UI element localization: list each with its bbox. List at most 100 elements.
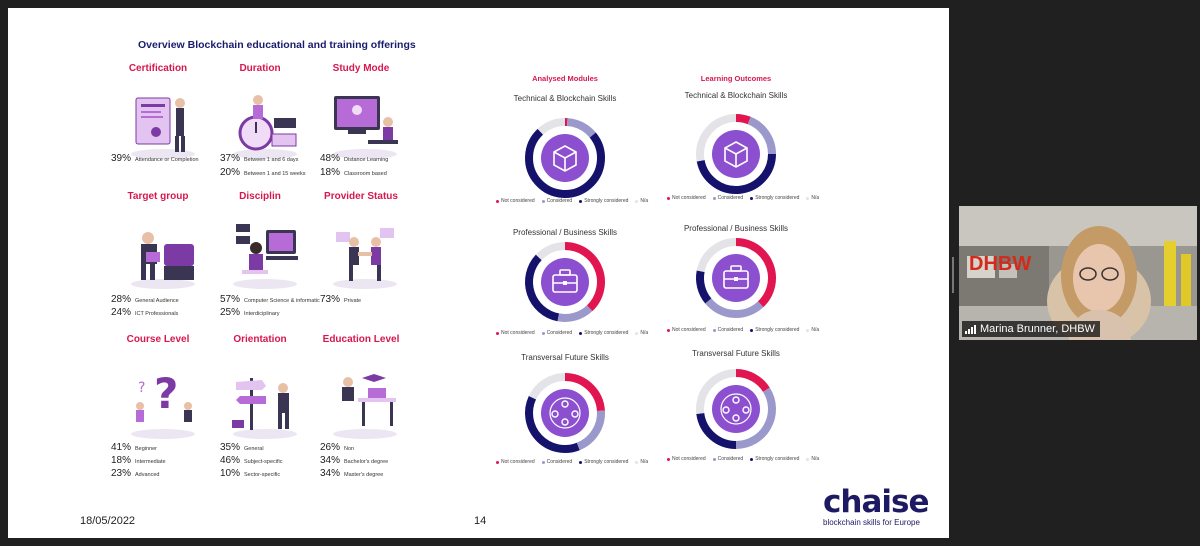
legend-label: N/a	[811, 456, 820, 462]
chaise-logo: chaise blockchain skills for Europe	[823, 486, 948, 527]
legend-item-strongly-considered: Strongly considered	[750, 327, 799, 333]
donut-center	[541, 389, 589, 437]
category-stat-study-mode: 48% Distance Learning	[320, 153, 388, 164]
legend-swatch	[806, 328, 810, 332]
category-title-provider-status: Provider Status	[324, 191, 398, 202]
stat-label: Computer Science & informatic	[244, 298, 320, 304]
donut-segment-strongly-considered	[525, 254, 560, 322]
legend-swatch	[750, 196, 754, 200]
donut-chart-technical-blockchain-skills-modules	[525, 117, 605, 198]
donut-segment-considered	[576, 410, 605, 451]
stat-label: ICT Professionals	[135, 311, 179, 317]
legend-swatch	[667, 196, 670, 200]
legend-item-n-a: N/a	[806, 327, 819, 333]
participant-video-tile[interactable]: DHBW Marina Brunner, DHBW	[959, 206, 1197, 340]
legend-swatch	[579, 460, 583, 464]
legend-swatch	[806, 196, 810, 200]
legend-label: Strongly considered	[584, 198, 629, 204]
legend-label: Considered	[717, 456, 744, 462]
slide-title: Overview Blockchain educational and trai…	[138, 39, 416, 51]
stat-label: Between 1 and 6 days	[244, 157, 299, 163]
category-stat-education-level: 26% Non	[320, 442, 354, 453]
donut-segment-not-considered	[564, 242, 605, 312]
stat-label: General Audience	[135, 298, 179, 304]
legend-swatch	[806, 457, 810, 461]
stat-label: General	[244, 446, 264, 452]
donut-chart-transversal-future-skills-modules	[525, 373, 605, 453]
legend-label: Strongly considered	[584, 330, 629, 336]
legend-swatch	[541, 460, 545, 464]
stat-label: Non	[344, 446, 355, 452]
legend-swatch	[635, 331, 639, 335]
online-class-illustration	[333, 96, 398, 159]
stat-percentage: 34%	[320, 468, 341, 479]
donut-title-technical-blockchain-skills-modules: Technical & Blockchain Skills	[513, 94, 617, 103]
legend-item-not-considered: Not considered	[667, 327, 706, 333]
donut-segment-considered	[705, 298, 764, 318]
donut-legend: Not considered Considered Strongly conside…	[667, 456, 819, 462]
legend-item-n-a: N/a	[635, 330, 648, 336]
svg-text:?: ?	[138, 380, 145, 396]
legend-item-n-a: N/a	[806, 456, 819, 462]
legend-item-considered: Considered	[541, 459, 573, 465]
stat-label: Interdiciplinary	[244, 311, 280, 317]
donut-title-professional-business-skills-outcomes: Professional / Business Skills	[683, 224, 789, 233]
stat-label: Attendance or Completion	[135, 157, 199, 163]
donut-segment-strongly-considered	[525, 395, 580, 453]
category-stat-target-group: 24% ICT Professionals	[111, 307, 178, 318]
signal-strength-icon	[965, 324, 976, 334]
column-header-analysed-modules: Analysed Modules	[532, 74, 598, 83]
legend-swatch	[541, 199, 545, 203]
panel-resize-handle[interactable]	[952, 257, 956, 293]
briefcase-icon	[723, 265, 749, 289]
category-title-study-mode: Study Mode	[332, 63, 390, 74]
legend-swatch	[635, 460, 639, 464]
legend-item-considered: Considered	[712, 195, 743, 201]
legend-item-not-considered: Not considered	[667, 456, 706, 462]
stat-percentage: 34%	[320, 455, 341, 466]
donut-title-technical-blockchain-skills-outcomes: Technical & Blockchain Skills	[684, 91, 788, 100]
slide-page-number: 14	[474, 515, 487, 527]
legend-label: N/a	[640, 330, 649, 336]
category-title-education-level: Education Level	[322, 334, 400, 345]
stat-percentage: 41%	[111, 442, 132, 453]
donut-segment-n-a	[696, 369, 737, 415]
legend-item-not-considered: Not considered	[667, 195, 706, 201]
donut-segment-strongly-considered	[696, 270, 712, 304]
stat-label: Bachelor's degree	[344, 459, 389, 465]
stat-percentage: 25%	[220, 307, 241, 318]
stat-label: Distance Learning	[344, 157, 389, 163]
legend-swatch	[750, 457, 754, 461]
stat-percentage: 35%	[220, 442, 241, 453]
shared-slide: Overview Blockchain educational and trai…	[8, 8, 949, 538]
donut-segment-n-a	[537, 118, 566, 135]
legend-label: Not considered	[672, 456, 706, 462]
participant-name: Marina Brunner, DHBW	[980, 323, 1095, 335]
legend-swatch	[667, 328, 670, 332]
category-stat-provider-status: 73% Private	[320, 294, 361, 305]
cube-icon	[724, 141, 748, 168]
donut-segment-not-considered	[564, 373, 605, 412]
stat-label: Sector-specific	[244, 472, 281, 478]
legend-swatch	[712, 196, 716, 200]
legend-item-strongly-considered: Strongly considered	[579, 330, 628, 336]
legend-item-n-a: N/a	[635, 198, 648, 204]
legend-label: Considered	[546, 459, 573, 465]
legend-label: N/a	[640, 459, 649, 465]
donut-segment-considered	[735, 387, 776, 449]
category-stat-orientation: 10% Sector-specific	[220, 468, 280, 479]
stopwatch-illustration	[233, 95, 297, 159]
donut-segment-n-a	[528, 373, 566, 400]
legend-item-strongly-considered: Strongly considered	[750, 195, 799, 201]
legend-label: Considered	[546, 330, 573, 336]
stat-percentage: 26%	[320, 442, 341, 453]
legend-label: Not considered	[501, 459, 535, 465]
legend-item-considered: Considered	[541, 330, 573, 336]
legend-item-considered: Considered	[712, 456, 744, 462]
stat-percentage: 23%	[111, 468, 132, 479]
stat-percentage: 24%	[111, 307, 132, 318]
briefcase-icon	[552, 269, 578, 293]
legend-swatch	[635, 199, 639, 203]
legend-label: N/a	[811, 327, 820, 333]
